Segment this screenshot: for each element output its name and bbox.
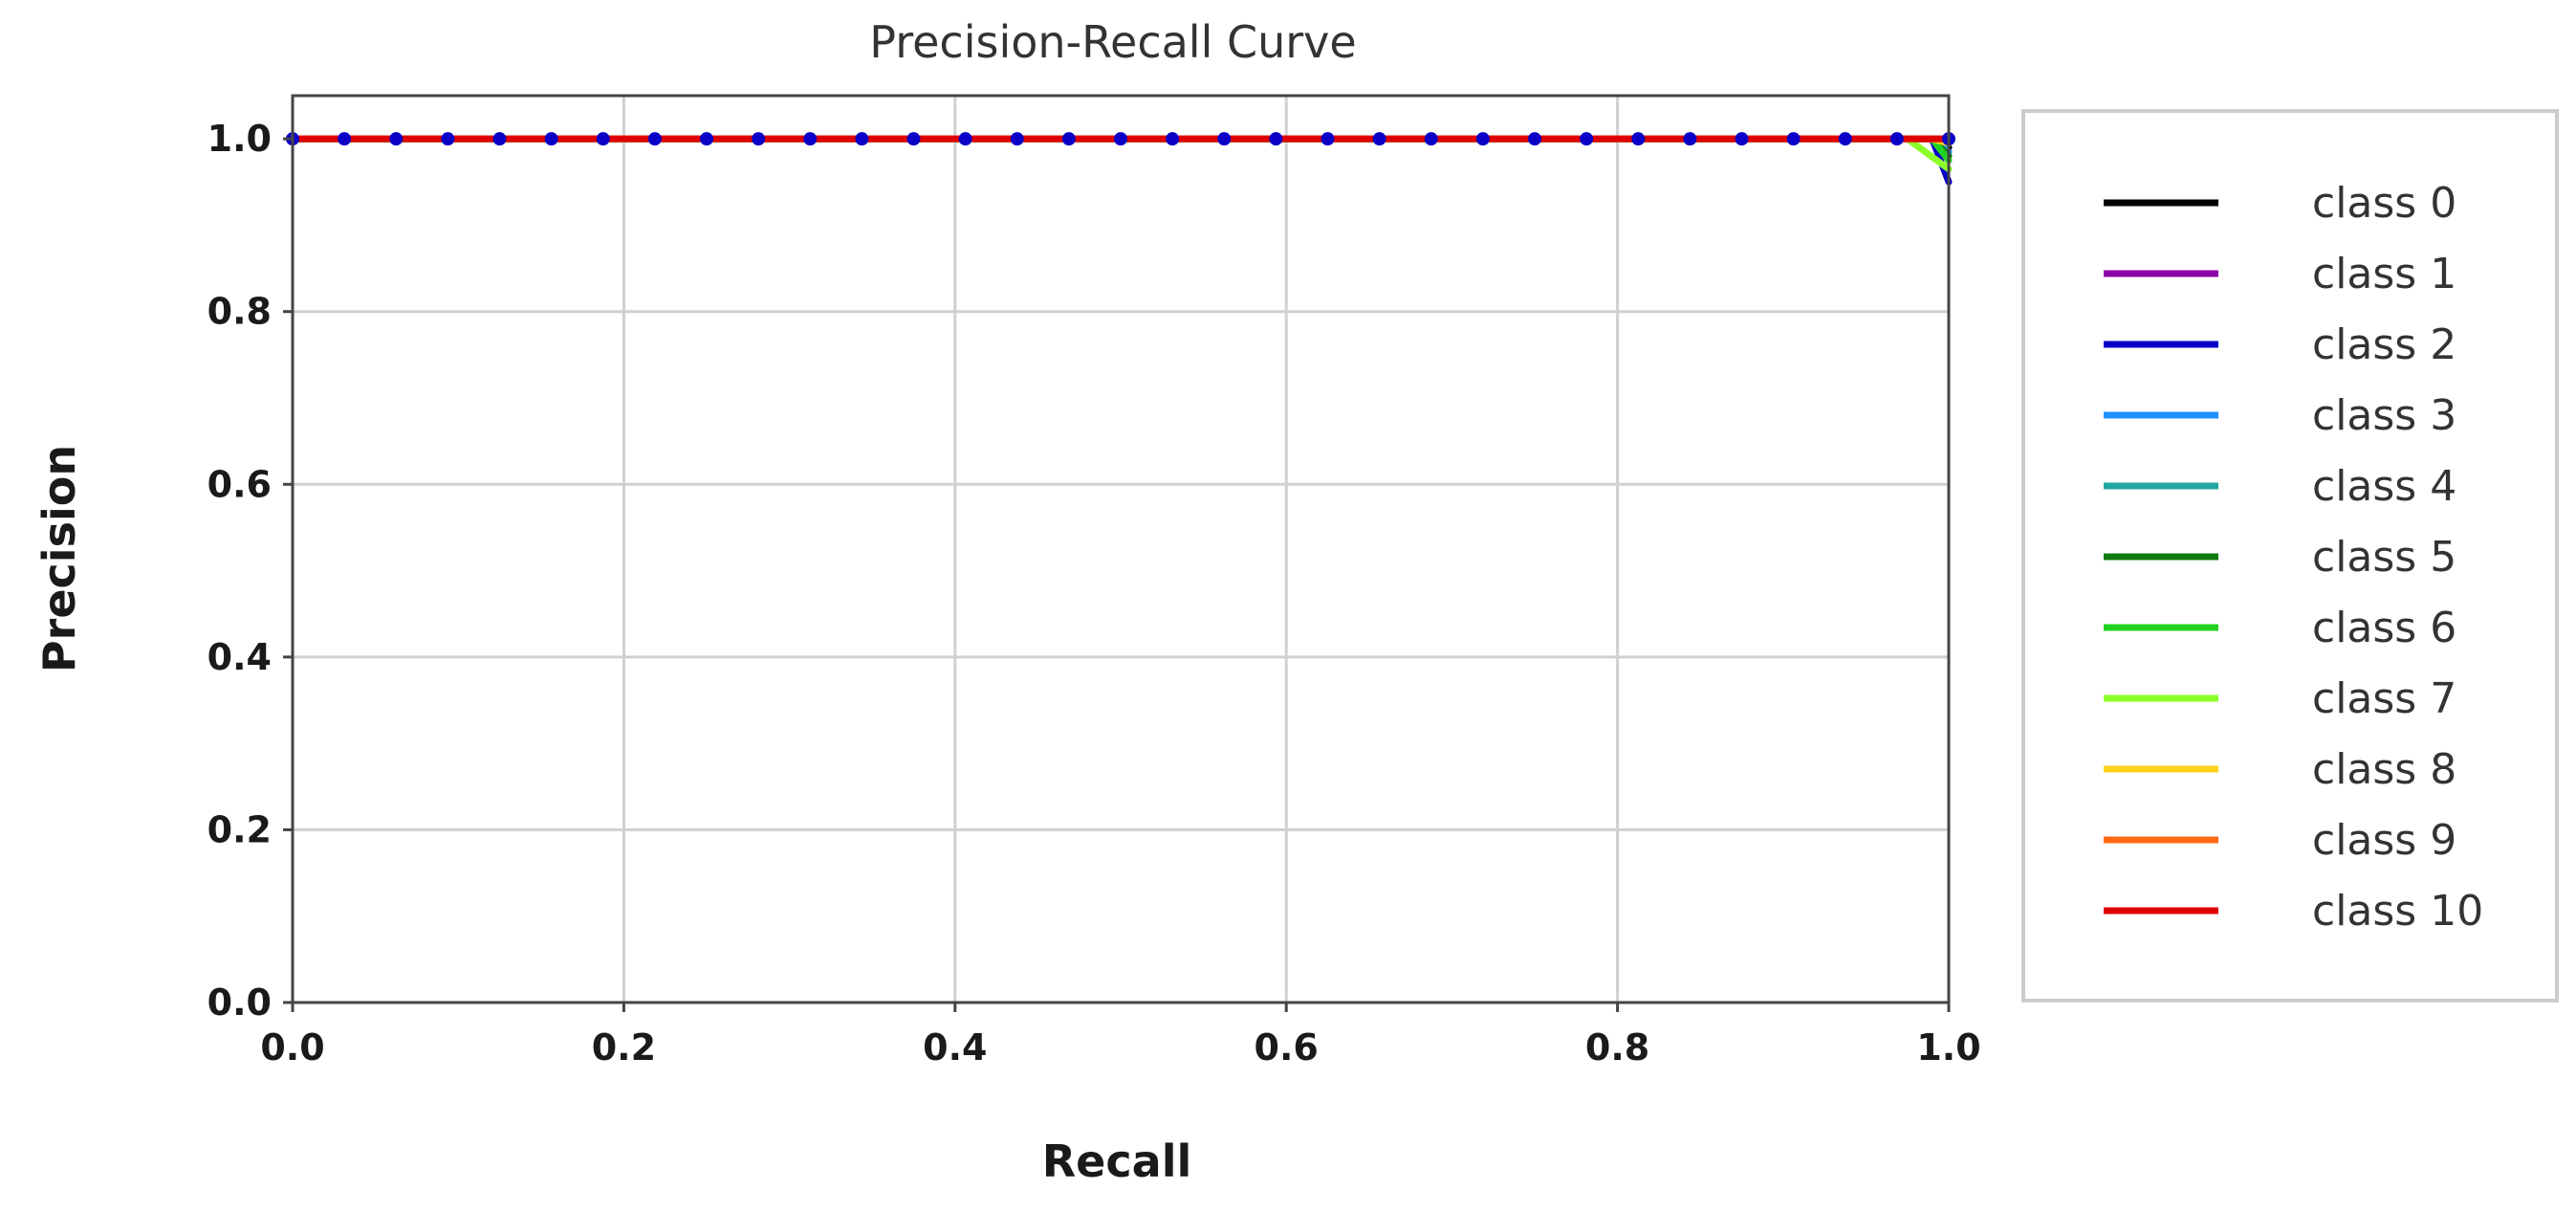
overlay-dot <box>1580 132 1594 146</box>
y-tick-label: 1.0 <box>207 118 272 160</box>
x-tick-label: 0.8 <box>1585 1026 1649 1069</box>
legend-entries: class 0 class 1 class 2 class 3 class 4 class… <box>2104 179 2483 936</box>
overlay-dot <box>1114 132 1127 146</box>
overlay-dot <box>803 132 818 146</box>
overlay-dot <box>596 132 610 146</box>
x-axis-title: Recall <box>1042 1135 1191 1187</box>
overlay-dot <box>855 132 869 146</box>
overlay-dot <box>338 132 352 146</box>
overlay-dot <box>389 132 404 146</box>
overlay-dot <box>1528 132 1541 146</box>
overlay-dot <box>1321 132 1335 146</box>
overlay-dot <box>1372 132 1386 146</box>
chart-title: Precision-Recall Curve <box>869 16 1356 68</box>
plot-area-frame <box>291 94 1951 1004</box>
overlay-dot <box>906 132 921 146</box>
overlay-dot <box>752 132 766 146</box>
y-tick-label: 0.2 <box>207 808 272 850</box>
series-lines <box>289 135 1953 186</box>
x-tick-label: 0.0 <box>260 1026 324 1069</box>
overlay-dot <box>1166 132 1180 146</box>
legend-label: class 5 <box>2312 533 2456 582</box>
overlay-dot <box>647 132 662 146</box>
legend-label: class 6 <box>2312 604 2456 652</box>
x-tick-label: 0.6 <box>1255 1026 1319 1069</box>
y-tick-label: 0.4 <box>207 636 272 678</box>
x-tick-labels: 0.0 0.2 0.4 0.6 0.8 1.0 <box>260 1003 1981 1069</box>
legend-label: class 10 <box>2312 887 2483 936</box>
overlay-dot <box>441 132 455 146</box>
overlay-dot <box>1631 132 1646 146</box>
legend-label: class 0 <box>2312 179 2456 228</box>
y-tick-label: 0.6 <box>207 463 272 505</box>
legend-label: class 7 <box>2312 674 2456 723</box>
overlay-dot <box>492 132 507 146</box>
y-tick-labels: 0.0 0.2 0.4 0.6 0.8 1.0 <box>207 118 293 1024</box>
x-tick-label: 0.2 <box>592 1026 656 1069</box>
overlay-dot <box>1889 132 1904 146</box>
y-tick-label: 0.0 <box>207 981 272 1024</box>
legend-label: class 3 <box>2312 391 2456 440</box>
x-tick-label: 1.0 <box>1916 1026 1980 1069</box>
legend-label: class 1 <box>2312 250 2456 298</box>
overlay-dot <box>700 132 713 146</box>
overlay-dot <box>1269 132 1283 146</box>
legend-label: class 2 <box>2312 320 2456 369</box>
legend-frame <box>2021 109 2559 1003</box>
overlay-dot <box>958 132 972 146</box>
overlay-dot <box>1424 132 1438 146</box>
x-tick-label: 0.4 <box>923 1026 987 1069</box>
overlay-dot <box>1061 132 1076 146</box>
overlay-dot <box>1475 132 1490 146</box>
legend: class 0 class 1 class 2 class 3 class 4 class… <box>2021 109 2559 1003</box>
overlay-dot <box>1010 132 1024 146</box>
legend-label: class 4 <box>2312 462 2456 511</box>
y-axis-title: Precision <box>33 445 85 672</box>
legend-label: class 8 <box>2312 745 2456 794</box>
overlay-dot <box>1838 132 1852 146</box>
overlay-dot <box>544 132 558 146</box>
overlay-dot <box>1683 132 1697 146</box>
dotted-overlay <box>286 132 1955 146</box>
legend-label: class 9 <box>2312 816 2456 865</box>
overlay-dot <box>1217 132 1232 146</box>
overlay-dot <box>1735 132 1749 146</box>
overlay-dot <box>1786 132 1801 146</box>
y-tick-label: 0.8 <box>207 291 272 333</box>
